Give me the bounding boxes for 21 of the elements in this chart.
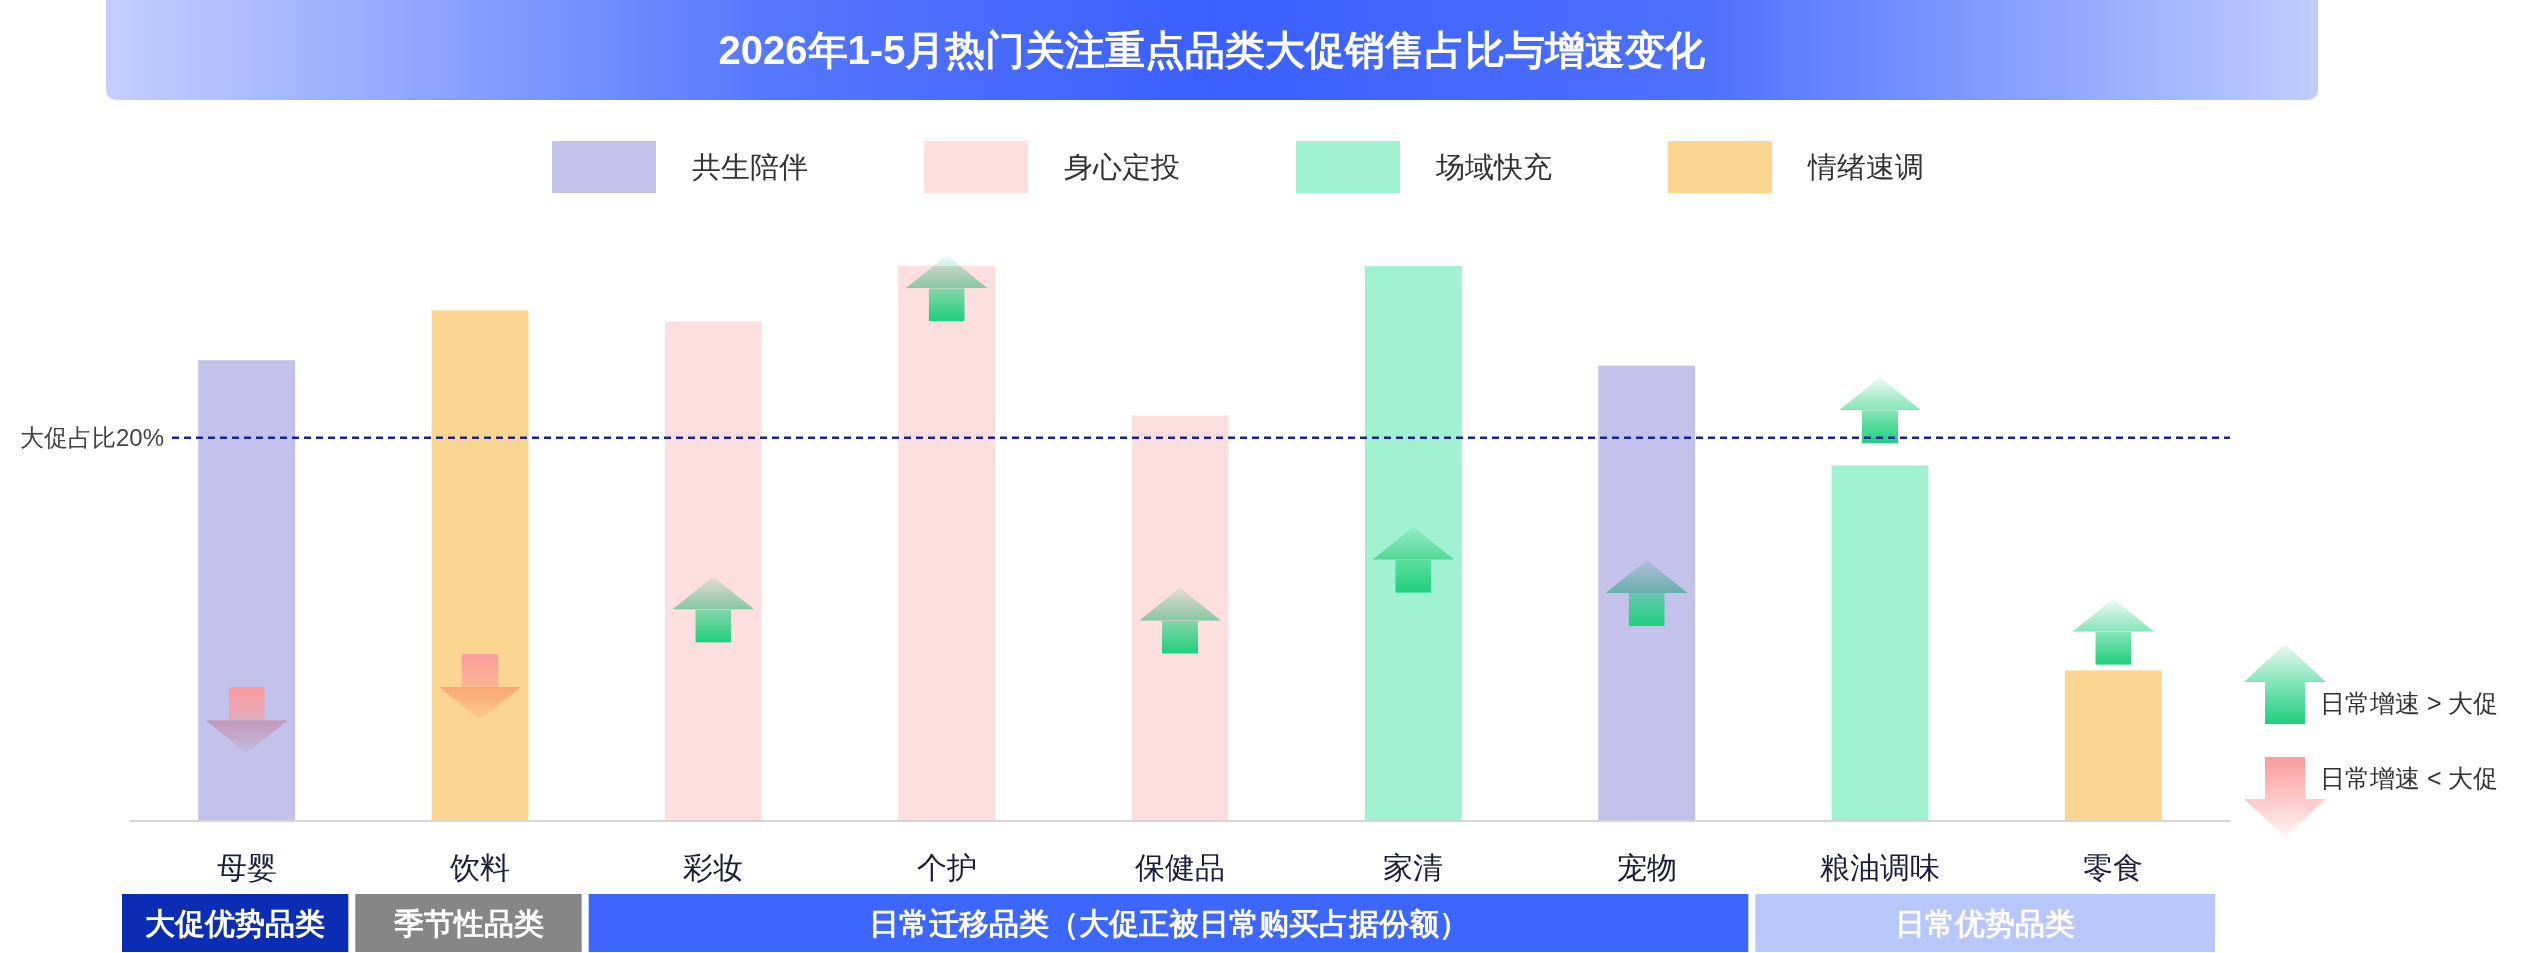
x-tick-label: 零食 — [2083, 850, 2144, 884]
x-tick-label: 家清 — [1383, 850, 1444, 884]
legend-label: 日常增速 < 大促 — [2320, 764, 2499, 792]
legend-label: 情绪速调 — [1808, 151, 1924, 183]
x-tick-label: 保健品 — [1135, 850, 1225, 884]
legend-label: 身心定投 — [1064, 151, 1180, 183]
annotation: 季节性品类 — [355, 894, 582, 952]
x-tick-label: 粮油调味 — [1820, 850, 1940, 884]
x-tick-label: 宠物 — [1616, 850, 1677, 884]
legend-label: 场域快充 — [1436, 151, 1552, 183]
annotation: 大促优势品类 — [122, 894, 349, 952]
annotation: 日常迁移品类（大促正被日常购买占据份额） — [588, 894, 1749, 952]
legend-label: 日常增速 > 大促 — [2320, 689, 2499, 717]
x-tick-label: 彩妆 — [683, 850, 744, 884]
title: 2026年1-5月热门关注重点品类大促销售占比与增速变化 — [718, 28, 1706, 72]
x-tick-label: 母婴 — [216, 850, 277, 884]
x-tick-label: 饮料 — [450, 850, 510, 884]
ref-line-label: 大促占比20% — [19, 424, 164, 452]
annotation: 日常优势品类 — [1755, 894, 2215, 952]
legend-label: 共生陪伴 — [692, 151, 808, 183]
x-tick-label: 个护 — [916, 850, 977, 884]
